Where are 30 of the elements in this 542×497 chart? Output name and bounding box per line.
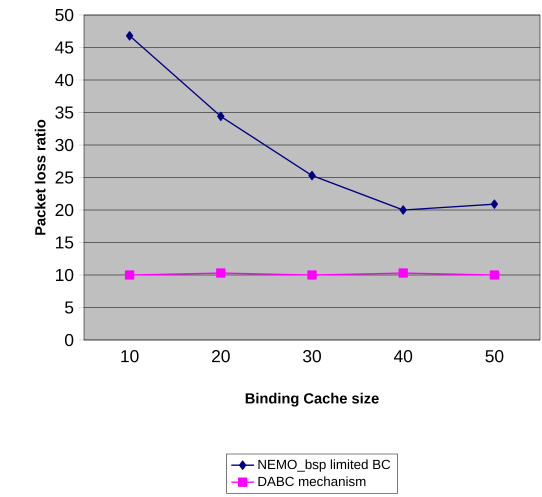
y-tick-label: 15 [56, 236, 74, 249]
y-tick-label: 30 [55, 138, 74, 152]
y-tick-label: 25 [56, 171, 74, 184]
point [398, 268, 408, 278]
y-tick-label: 0 [64, 334, 74, 346]
x-tick-label: 40 [394, 350, 412, 362]
point [490, 199, 498, 209]
y-axis-title: Packet loss ratio [34, 120, 46, 235]
y-tick-label: 10 [56, 268, 74, 282]
legend-label: NEMO_bsp limited BC [258, 459, 390, 472]
y-tick-label: 50 [55, 8, 74, 22]
point [217, 112, 224, 122]
point [490, 270, 500, 280]
x-tick-label: 20 [212, 350, 230, 362]
point [308, 170, 316, 180]
y-tick-label: 45 [55, 41, 74, 54]
y-tick-label: 40 [55, 74, 74, 86]
x-tick-label: 10 [121, 350, 139, 362]
y-tick-label: 5 [65, 301, 74, 314]
y-tick-label: 20 [56, 204, 74, 216]
point [216, 268, 226, 278]
point [126, 31, 134, 40]
point [400, 205, 407, 215]
x-tick-label: 50 [485, 350, 504, 362]
point [124, 270, 134, 280]
x-tick-label: 30 [303, 350, 321, 362]
y-tick-label: 35 [55, 106, 74, 119]
legend-label: DABC mechanism [258, 476, 366, 486]
x-axis-title: Binding Cache size [246, 392, 379, 407]
point [307, 270, 317, 280]
